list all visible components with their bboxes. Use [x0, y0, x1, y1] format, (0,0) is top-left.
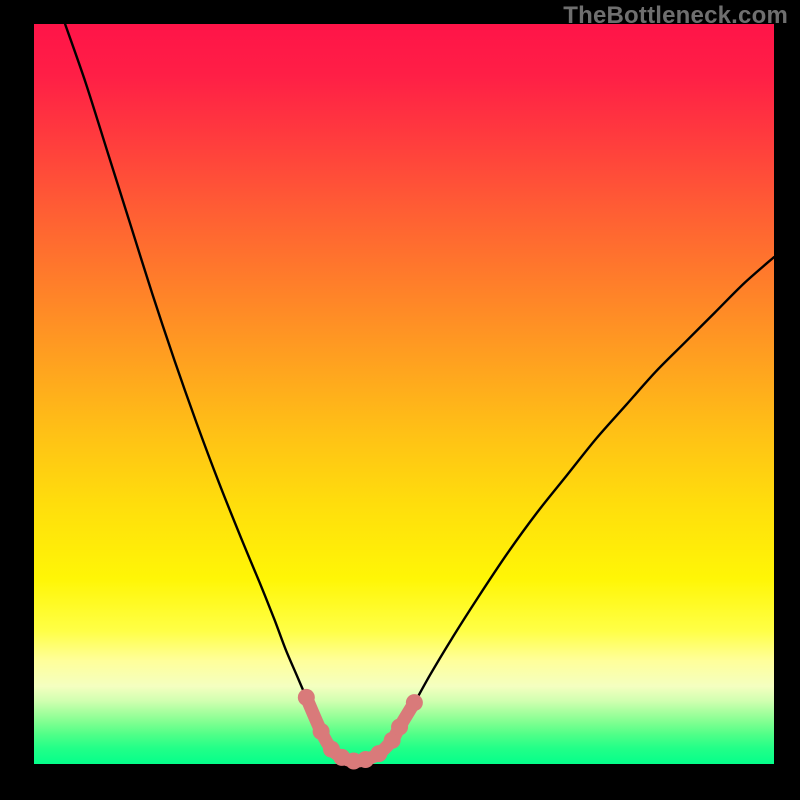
highlight-dot [313, 723, 330, 740]
highlight-dot [370, 745, 387, 762]
gradient-panel [34, 24, 774, 764]
chart-stage: TheBottleneck.com [0, 0, 800, 800]
highlight-dot [406, 694, 423, 711]
highlight-dot [298, 689, 315, 706]
highlight-dot [391, 719, 408, 736]
watermark-text: TheBottleneck.com [563, 2, 788, 30]
bottleneck-chart [0, 0, 800, 800]
